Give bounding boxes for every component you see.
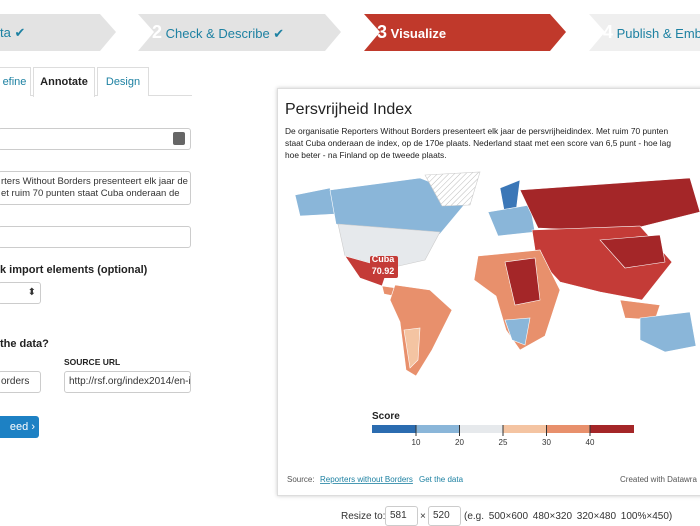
region xyxy=(424,171,481,207)
region xyxy=(294,187,337,217)
button-label: eed xyxy=(9,421,29,433)
source-url-input[interactable]: http://rsf.org/index2014/en-in xyxy=(64,371,191,393)
map xyxy=(294,171,700,377)
legend-swatch xyxy=(372,425,416,433)
region xyxy=(337,223,441,269)
step-number: 2 xyxy=(152,22,163,42)
tab[interactable]: Design xyxy=(97,67,149,96)
tab[interactable]: efine xyxy=(0,67,31,96)
text-line: rters Without Borders presenteert elk ja… xyxy=(1,176,188,187)
text: (e.g. xyxy=(464,511,485,522)
label: × xyxy=(420,511,426,522)
footer-text: Created with Datawra xyxy=(620,475,697,484)
legend-ticks: 10 20 25 30 40 xyxy=(412,425,595,447)
annotation-box xyxy=(370,256,398,278)
region xyxy=(403,327,421,369)
label: the data? xyxy=(0,338,49,350)
footer-text: Source: xyxy=(287,475,315,484)
steps-bar xyxy=(0,14,700,51)
chart: Persvrijheid Index De organisatie Report… xyxy=(285,101,700,484)
annotation-value: 70.92 xyxy=(372,266,395,276)
legend-swatch xyxy=(590,425,634,433)
region xyxy=(599,234,666,269)
chart-description: De organisatie Reporters Without Borders… xyxy=(285,126,668,136)
title-input[interactable] xyxy=(0,128,191,150)
footer-link[interactable]: Reporters without Borders xyxy=(320,475,413,484)
description-textarea[interactable]: rters Without Borders presenteert elk ja… xyxy=(0,171,191,205)
step-label: Check & Describe xyxy=(165,26,270,41)
chart-description: staat Cuba onderaan de index, op de 170e… xyxy=(285,138,671,148)
notes-input[interactable] xyxy=(0,226,191,248)
annotation-label: Cuba xyxy=(372,254,395,264)
legend-swatch xyxy=(503,425,547,433)
region xyxy=(519,177,700,233)
legend-tick-label: 10 xyxy=(412,438,421,447)
legend-swatch xyxy=(460,425,503,433)
tab-line xyxy=(0,95,192,96)
step-number: 3 xyxy=(377,22,388,42)
chart-description: hoe beter - na Finland op de tweede plaa… xyxy=(285,150,447,160)
step[interactable]: ta ✔ xyxy=(0,25,26,40)
legend-tick-label: 30 xyxy=(542,438,551,447)
proceed-button[interactable]: eed › xyxy=(0,416,39,438)
region xyxy=(639,311,697,353)
step-bg xyxy=(364,14,566,51)
preset[interactable]: 480×320 xyxy=(532,511,573,522)
step-label: Visualize xyxy=(390,26,447,41)
chart-title: Persvrijheid Index xyxy=(285,101,412,118)
width-input[interactable]: 581 xyxy=(385,506,418,526)
step-bg xyxy=(0,14,116,51)
step-label: ta xyxy=(0,25,11,40)
select[interactable]: ⬍ xyxy=(0,282,41,304)
resize-examples: (e.g. 500×600 480×320 320×480 100%×450) xyxy=(464,511,672,522)
label: k import elements (optional) xyxy=(0,264,148,276)
region xyxy=(504,257,541,306)
step-bg xyxy=(589,14,700,51)
legend-title: Score xyxy=(372,411,400,422)
text-line: et ruim 70 punten staat Cuba onderaan de xyxy=(1,188,180,199)
legend-tick-label: 20 xyxy=(455,438,464,447)
step[interactable]: 3 Visualize xyxy=(377,14,446,51)
icon xyxy=(173,132,185,145)
preset[interactable]: 100%×450) xyxy=(620,511,673,522)
region xyxy=(389,284,453,377)
step-label: Publish & Embe xyxy=(616,26,700,41)
legend-swatch xyxy=(547,425,590,433)
preset[interactable]: 320×480 xyxy=(576,511,617,522)
footer-link[interactable]: Get the data xyxy=(419,475,464,484)
label: SOURCE URL xyxy=(64,357,121,367)
region xyxy=(504,317,531,346)
legend-tick-label: 25 xyxy=(499,438,508,447)
source-name-input[interactable]: orders xyxy=(0,371,41,393)
step-number: 4 xyxy=(603,22,614,42)
height-input[interactable]: 520 xyxy=(428,506,461,526)
legend-tick-label: 40 xyxy=(586,438,595,447)
label: Resize to: xyxy=(341,511,386,522)
legend-swatch xyxy=(416,425,460,433)
region xyxy=(487,204,536,237)
step[interactable]: 4 Publish & Embe xyxy=(603,14,700,51)
step-bg xyxy=(138,14,341,51)
tab[interactable]: Annotate xyxy=(33,67,95,97)
preset[interactable]: 500×600 xyxy=(488,511,529,522)
step[interactable]: 2 Check & Describe ✔ xyxy=(152,22,285,42)
